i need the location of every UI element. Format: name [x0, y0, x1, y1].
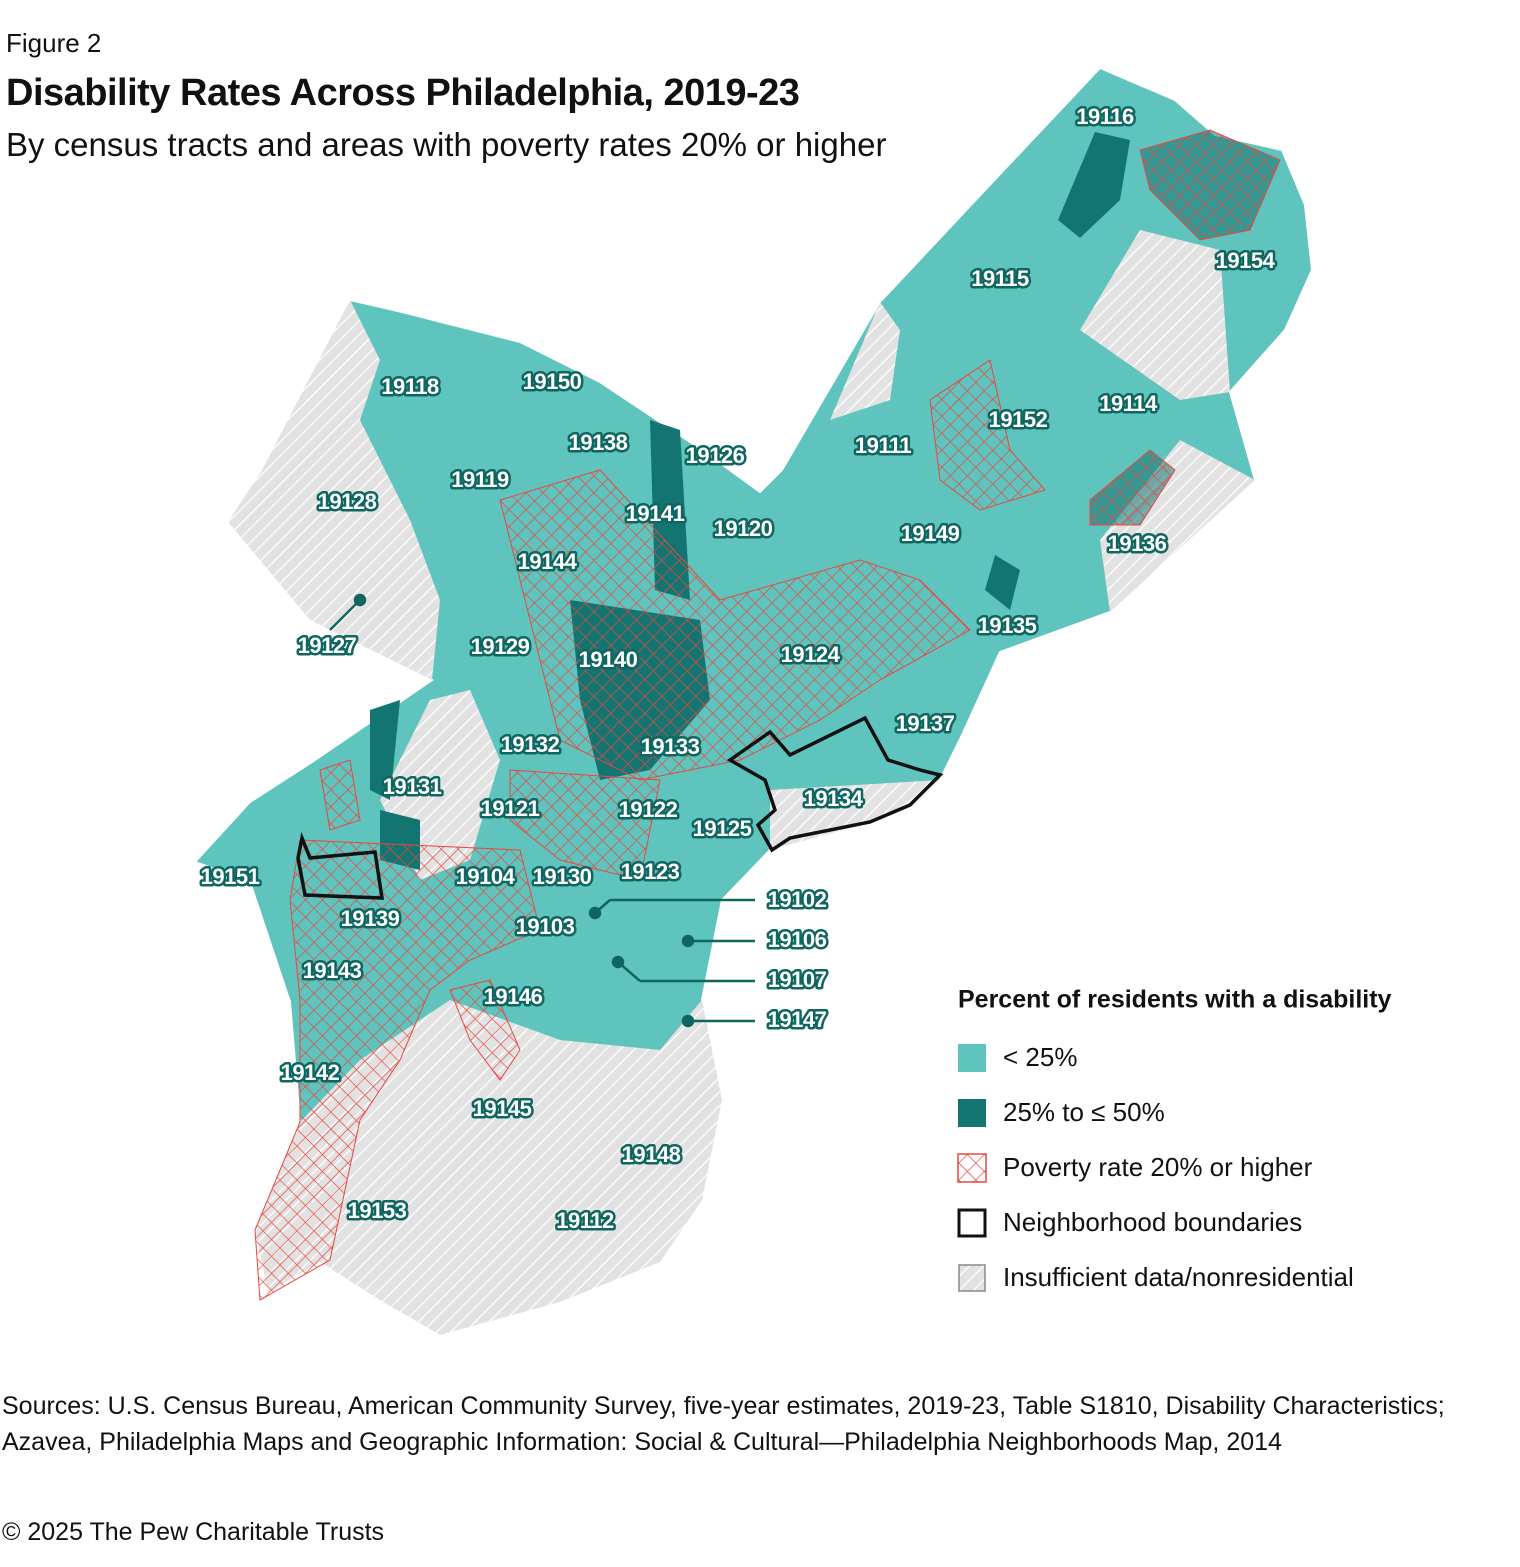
zip-label: 19137: [896, 711, 955, 736]
legend-label: < 25%: [1003, 1042, 1077, 1072]
zip-label: 19116: [1076, 104, 1134, 129]
legend-label: 25% to ≤ 50%: [1003, 1097, 1165, 1127]
nonresidential-area: [1100, 440, 1255, 612]
zip-label: 19118: [381, 374, 439, 399]
legend-title: Percent of residents with a disability: [958, 986, 1392, 1014]
zip-label: 19149: [901, 521, 960, 546]
zip-label: 19103: [516, 914, 575, 939]
zip-label: 19132: [501, 732, 560, 757]
copyright: © 2025 The Pew Charitable Trusts: [2, 1518, 385, 1546]
legend-label: Neighborhood boundaries: [1003, 1207, 1302, 1237]
dark-tract: [985, 555, 1020, 610]
zip-label: 19125: [693, 816, 752, 841]
zip-label: 19119: [451, 467, 509, 492]
legend-swatch: [957, 1153, 987, 1183]
poverty-area: [1089, 449, 1176, 526]
title: Disability Rates Across Philadelphia, 20…: [6, 72, 800, 114]
sources: Sources: U.S. Census Bureau, American Co…: [2, 1392, 1445, 1456]
zip-label: 19140: [579, 647, 638, 672]
legend-label: Poverty rate 20% or higher: [1003, 1152, 1313, 1182]
leader-dot: [681, 934, 695, 948]
zip-label: 19115: [971, 266, 1029, 291]
zip-label: 19145: [473, 1096, 532, 1121]
poverty-area: [499, 469, 971, 781]
nonresidential-area: [1080, 230, 1230, 400]
zip-label: 19107: [768, 967, 827, 992]
zip-label: 19127: [298, 633, 357, 658]
zip-label: 19144: [518, 549, 578, 574]
figure-label: Figure 2: [6, 28, 102, 58]
legend-swatch: [958, 1099, 986, 1127]
zip-labels: 19116 19154 19115 19114 19152 19118 19150 19138…: [198, 101, 1278, 1235]
legend-label: Insufficient data/nonresidential: [1003, 1262, 1354, 1292]
leader-lines: [329, 593, 755, 1028]
zip-label: 19124: [781, 642, 841, 667]
zip-label: 19129: [471, 634, 530, 659]
zip-label: 19142: [281, 1060, 340, 1085]
zip-label: 19141: [626, 501, 685, 526]
zip-label: 19151: [201, 864, 260, 889]
leader-dot: [353, 593, 367, 607]
legend: Percent of residents with a disability <…: [957, 986, 1392, 1292]
zip-label: 19126: [686, 443, 745, 468]
zip-label: 19136: [1108, 531, 1167, 556]
zip-label: 19146: [484, 984, 543, 1009]
dark-tract: [370, 700, 400, 800]
neighborhood-boundary: [726, 715, 944, 853]
legend-swatch: [958, 1264, 986, 1292]
zip-label: 19111: [855, 433, 912, 458]
zip-label: 19134: [804, 786, 864, 811]
nonresidential-area: [228, 300, 440, 680]
dark-tract: [1058, 132, 1130, 238]
zip-label: 19121: [481, 796, 540, 821]
leader-dot: [588, 906, 602, 920]
legend-swatch: [958, 1044, 986, 1072]
zip-label: 19135: [978, 613, 1037, 638]
zip-label: 19143: [303, 958, 362, 983]
zip-label: 19152: [989, 407, 1048, 432]
zip-label: 19122: [619, 797, 678, 822]
leader-dot: [611, 955, 625, 969]
zip-label: 19104: [456, 864, 516, 889]
zip-label: 19128: [318, 489, 377, 514]
zip-label: 19153: [348, 1198, 407, 1223]
poverty-area: [509, 769, 661, 881]
poverty-area: [929, 359, 1046, 511]
zip-label: 19131: [383, 774, 442, 799]
leader-dot: [681, 1014, 695, 1028]
zip-label: 19112: [556, 1208, 614, 1233]
legend-swatch: [957, 1208, 987, 1238]
zip-label: 19120: [714, 516, 773, 541]
zip-label: 19133: [641, 734, 700, 759]
poverty-area: [1139, 129, 1281, 241]
zip-label: 19139: [341, 906, 400, 931]
zip-label: 19102: [768, 887, 827, 912]
poverty-area: [254, 839, 541, 1301]
zip-label: 19147: [768, 1007, 827, 1032]
poverty-area: [319, 759, 361, 831]
leader-line: [329, 599, 361, 631]
neighborhood-boundary: [296, 831, 385, 900]
poverty-area: [449, 979, 521, 1081]
zip-label: 19106: [768, 927, 827, 952]
zip-label: 19154: [1216, 248, 1276, 273]
city-shape: [193, 66, 1314, 1337]
zip-label: 19114: [1099, 391, 1158, 416]
zip-label: 19138: [569, 430, 628, 455]
subtitle: By census tracts and areas with poverty …: [6, 126, 887, 163]
zip-label: 19148: [622, 1142, 681, 1167]
zip-label: 19123: [621, 859, 680, 884]
zip-label: 19130: [533, 864, 592, 889]
nonresidential-area: [830, 302, 900, 420]
zip-label: 19150: [523, 369, 582, 394]
